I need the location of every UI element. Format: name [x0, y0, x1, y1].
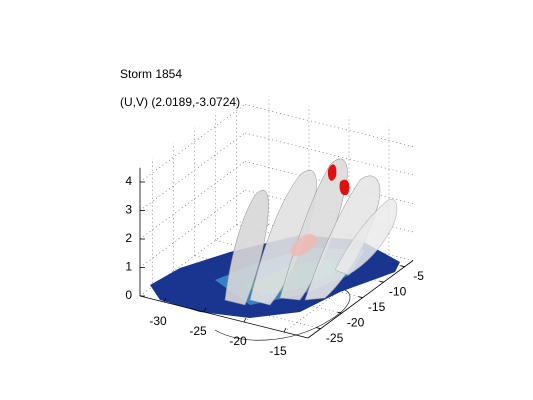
grid-line — [139, 189, 246, 268]
y-tick-label: -25 — [326, 331, 344, 345]
grid-line — [244, 161, 414, 204]
y-tick — [316, 327, 321, 330]
warm-patch — [290, 233, 318, 257]
x-tick — [163, 297, 167, 303]
y-tick-label: -5 — [413, 269, 424, 283]
hot-core — [327, 164, 337, 181]
track-ellipse — [214, 289, 351, 341]
x-tick-label: -25 — [189, 324, 207, 338]
x-tick-label: -15 — [269, 344, 287, 358]
y-axis — [307, 260, 414, 339]
y-tick-label: -20 — [347, 315, 365, 329]
y-tick-label: -10 — [389, 284, 407, 298]
z-tick-label: 0 — [125, 288, 132, 302]
isosurface — [334, 199, 398, 276]
grid-line — [139, 161, 246, 240]
x-tick — [243, 317, 247, 323]
z-tick-label: 1 — [125, 260, 132, 274]
x-tick-label: -20 — [229, 334, 247, 348]
y-tick — [400, 265, 405, 268]
y-tick-label: -15 — [368, 300, 386, 314]
z-tick-label: 3 — [125, 203, 132, 217]
y-tick — [358, 296, 363, 299]
grid-line — [139, 104, 246, 183]
chart-subtitle: (U,V) (2.0189,-3.0724) — [120, 95, 240, 109]
grid-line — [139, 132, 246, 211]
chart-title: Storm 1854 — [120, 67, 182, 81]
y-tick — [379, 280, 384, 283]
grid-line — [139, 218, 246, 297]
grid-line — [244, 132, 414, 176]
x-tick-label: -30 — [149, 314, 167, 328]
hot-core — [339, 179, 350, 196]
z-tick-label: 4 — [125, 174, 132, 188]
z-tick-label: 2 — [125, 231, 132, 245]
x-tick — [283, 327, 287, 333]
x-tick — [203, 307, 207, 313]
x-axis — [139, 295, 309, 339]
y-tick — [337, 311, 342, 314]
isosurface — [224, 190, 269, 306]
grid-line — [244, 104, 414, 147]
storm-rendering — [150, 158, 400, 341]
